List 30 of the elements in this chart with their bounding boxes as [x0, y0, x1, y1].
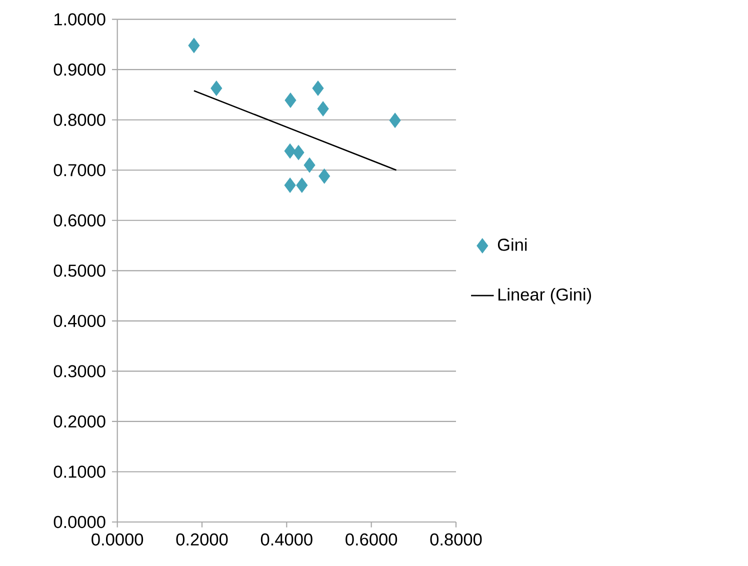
y-tick-label: 0.7000 — [54, 164, 106, 176]
x-tick-label: 0.2000 — [176, 533, 228, 546]
point — [304, 158, 316, 173]
point — [296, 178, 308, 193]
x-tick-label: 0.4000 — [260, 533, 312, 546]
point — [284, 178, 296, 193]
point — [284, 143, 296, 159]
y-tick-label: 0.3000 — [54, 365, 106, 378]
legend-label: Gini — [498, 238, 527, 251]
point — [317, 101, 329, 116]
x-tick-label: 0.8000 — [430, 533, 482, 546]
y-tick-label: 0.9000 — [54, 63, 106, 76]
point — [188, 38, 200, 54]
point — [318, 168, 330, 184]
y-tick-label: 0.8000 — [54, 114, 106, 126]
y-tick-label: 0.1000 — [54, 466, 106, 478]
point — [284, 92, 296, 108]
point — [210, 80, 222, 96]
legend-label: Linear (Gini) — [498, 288, 591, 304]
point — [312, 80, 324, 96]
point — [292, 144, 304, 160]
y-tick-label: 0.4000 — [54, 314, 106, 328]
y-tick-label: 0.5000 — [54, 264, 106, 277]
y-tick-label: 1.0000 — [54, 13, 106, 26]
y-tick-label: 0.2000 — [54, 415, 106, 428]
y-tick-label: 0.0000 — [54, 516, 106, 528]
x-tick-label: 0.6000 — [346, 533, 398, 546]
y-tick-label: 0.6000 — [54, 214, 106, 227]
x-tick-label: 0.0000 — [92, 533, 144, 546]
point — [389, 112, 401, 128]
